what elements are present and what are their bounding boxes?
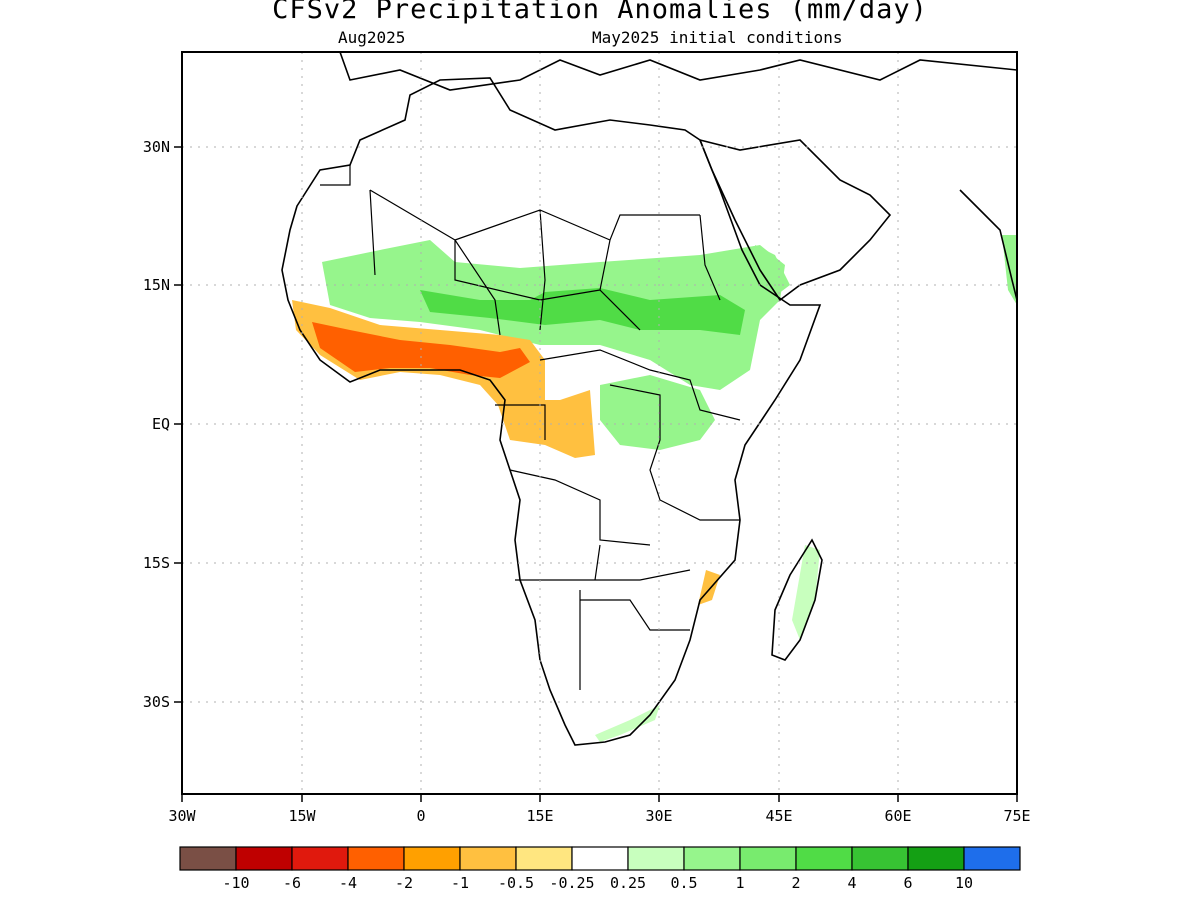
- legend-swatch: [963, 846, 1021, 871]
- legend-swatch: [571, 846, 629, 871]
- grid-lines: [182, 52, 1017, 794]
- legend-label: -0.5: [498, 874, 534, 892]
- y-tick-label: 15S: [143, 554, 170, 572]
- legend-label: 10: [955, 874, 973, 892]
- legend-swatch: [851, 846, 909, 871]
- legend-swatch: [795, 846, 853, 871]
- y-axis-ticks: [174, 146, 182, 703]
- south-africa-wet-anomaly: [595, 705, 660, 742]
- country-borders: [320, 165, 741, 690]
- y-tick-label: 30N: [143, 138, 170, 156]
- y-tick-label: 15N: [143, 276, 170, 294]
- madagascar-wet-anomaly: [792, 545, 820, 640]
- x-tick-label: 0: [416, 807, 425, 825]
- legend-swatch: [907, 846, 965, 871]
- map-frame: [181, 51, 1018, 795]
- x-axis-labels: 30W 15W 0 15E 30E 45E 60E 75E: [168, 807, 1030, 825]
- coastlines: [281, 52, 1017, 746]
- x-tick-label: 30E: [645, 807, 672, 825]
- x-tick-label: 30W: [168, 807, 196, 825]
- color-legend: [179, 846, 1021, 871]
- legend-swatch: [627, 846, 685, 871]
- border-lines: [320, 165, 741, 690]
- east-africa-dry-anomaly: [698, 570, 720, 605]
- legend-label: -10: [222, 874, 249, 892]
- x-tick-label: 15E: [526, 807, 553, 825]
- india-coastline: [959, 189, 1017, 301]
- legend-swatch: [459, 846, 517, 871]
- legend-label: -6: [283, 874, 301, 892]
- y-tick-label: 30S: [143, 693, 170, 711]
- y-tick-label: EQ: [152, 415, 170, 433]
- map-title: CFSv2 Precipitation Anomalies (mm/day): [272, 0, 928, 25]
- legend-swatch: [347, 846, 405, 871]
- legend-swatch: [739, 846, 797, 871]
- valid-month-label: Aug2025: [338, 28, 406, 47]
- legend-swatch: [291, 846, 349, 871]
- central-africa-wet-anomaly: [600, 375, 715, 450]
- x-tick-label: 75E: [1003, 807, 1030, 825]
- arabia-wet-anomaly: [755, 245, 790, 300]
- color-legend-labels: -10 -6 -4 -2 -1 -0.5 -0.25 0.25 0.5 1 2 4 6 10: [222, 874, 973, 892]
- legend-label: -1: [451, 874, 469, 892]
- legend-label: 6: [903, 874, 912, 892]
- africa-coastline: [281, 77, 822, 746]
- legend-swatch: [179, 846, 237, 871]
- legend-label: 4: [847, 874, 856, 892]
- legend-label: 0.5: [670, 874, 697, 892]
- madagascar-coastline: [771, 538, 823, 661]
- legend-swatch: [515, 846, 573, 871]
- legend-label: -2: [395, 874, 413, 892]
- x-axis-ticks: [181, 794, 1018, 802]
- legend-swatch: [683, 846, 741, 871]
- x-tick-label: 45E: [765, 807, 792, 825]
- initial-conditions-label: May2025 initial conditions: [592, 28, 843, 47]
- europe-coastline: [339, 52, 1017, 91]
- x-tick-label: 60E: [884, 807, 911, 825]
- legend-swatch: [235, 846, 293, 871]
- legend-label: -4: [339, 874, 357, 892]
- sahel-wet-core: [420, 288, 745, 335]
- x-tick-label: 15W: [288, 807, 316, 825]
- legend-label: 0.25: [610, 874, 646, 892]
- legend-label: 2: [791, 874, 800, 892]
- y-axis-labels: 30N 15N EQ 15S 30S: [143, 138, 170, 711]
- anomaly-shading: [292, 235, 1017, 742]
- legend-swatch: [403, 846, 461, 871]
- legend-label: -0.25: [549, 874, 594, 892]
- legend-label: 1: [735, 874, 744, 892]
